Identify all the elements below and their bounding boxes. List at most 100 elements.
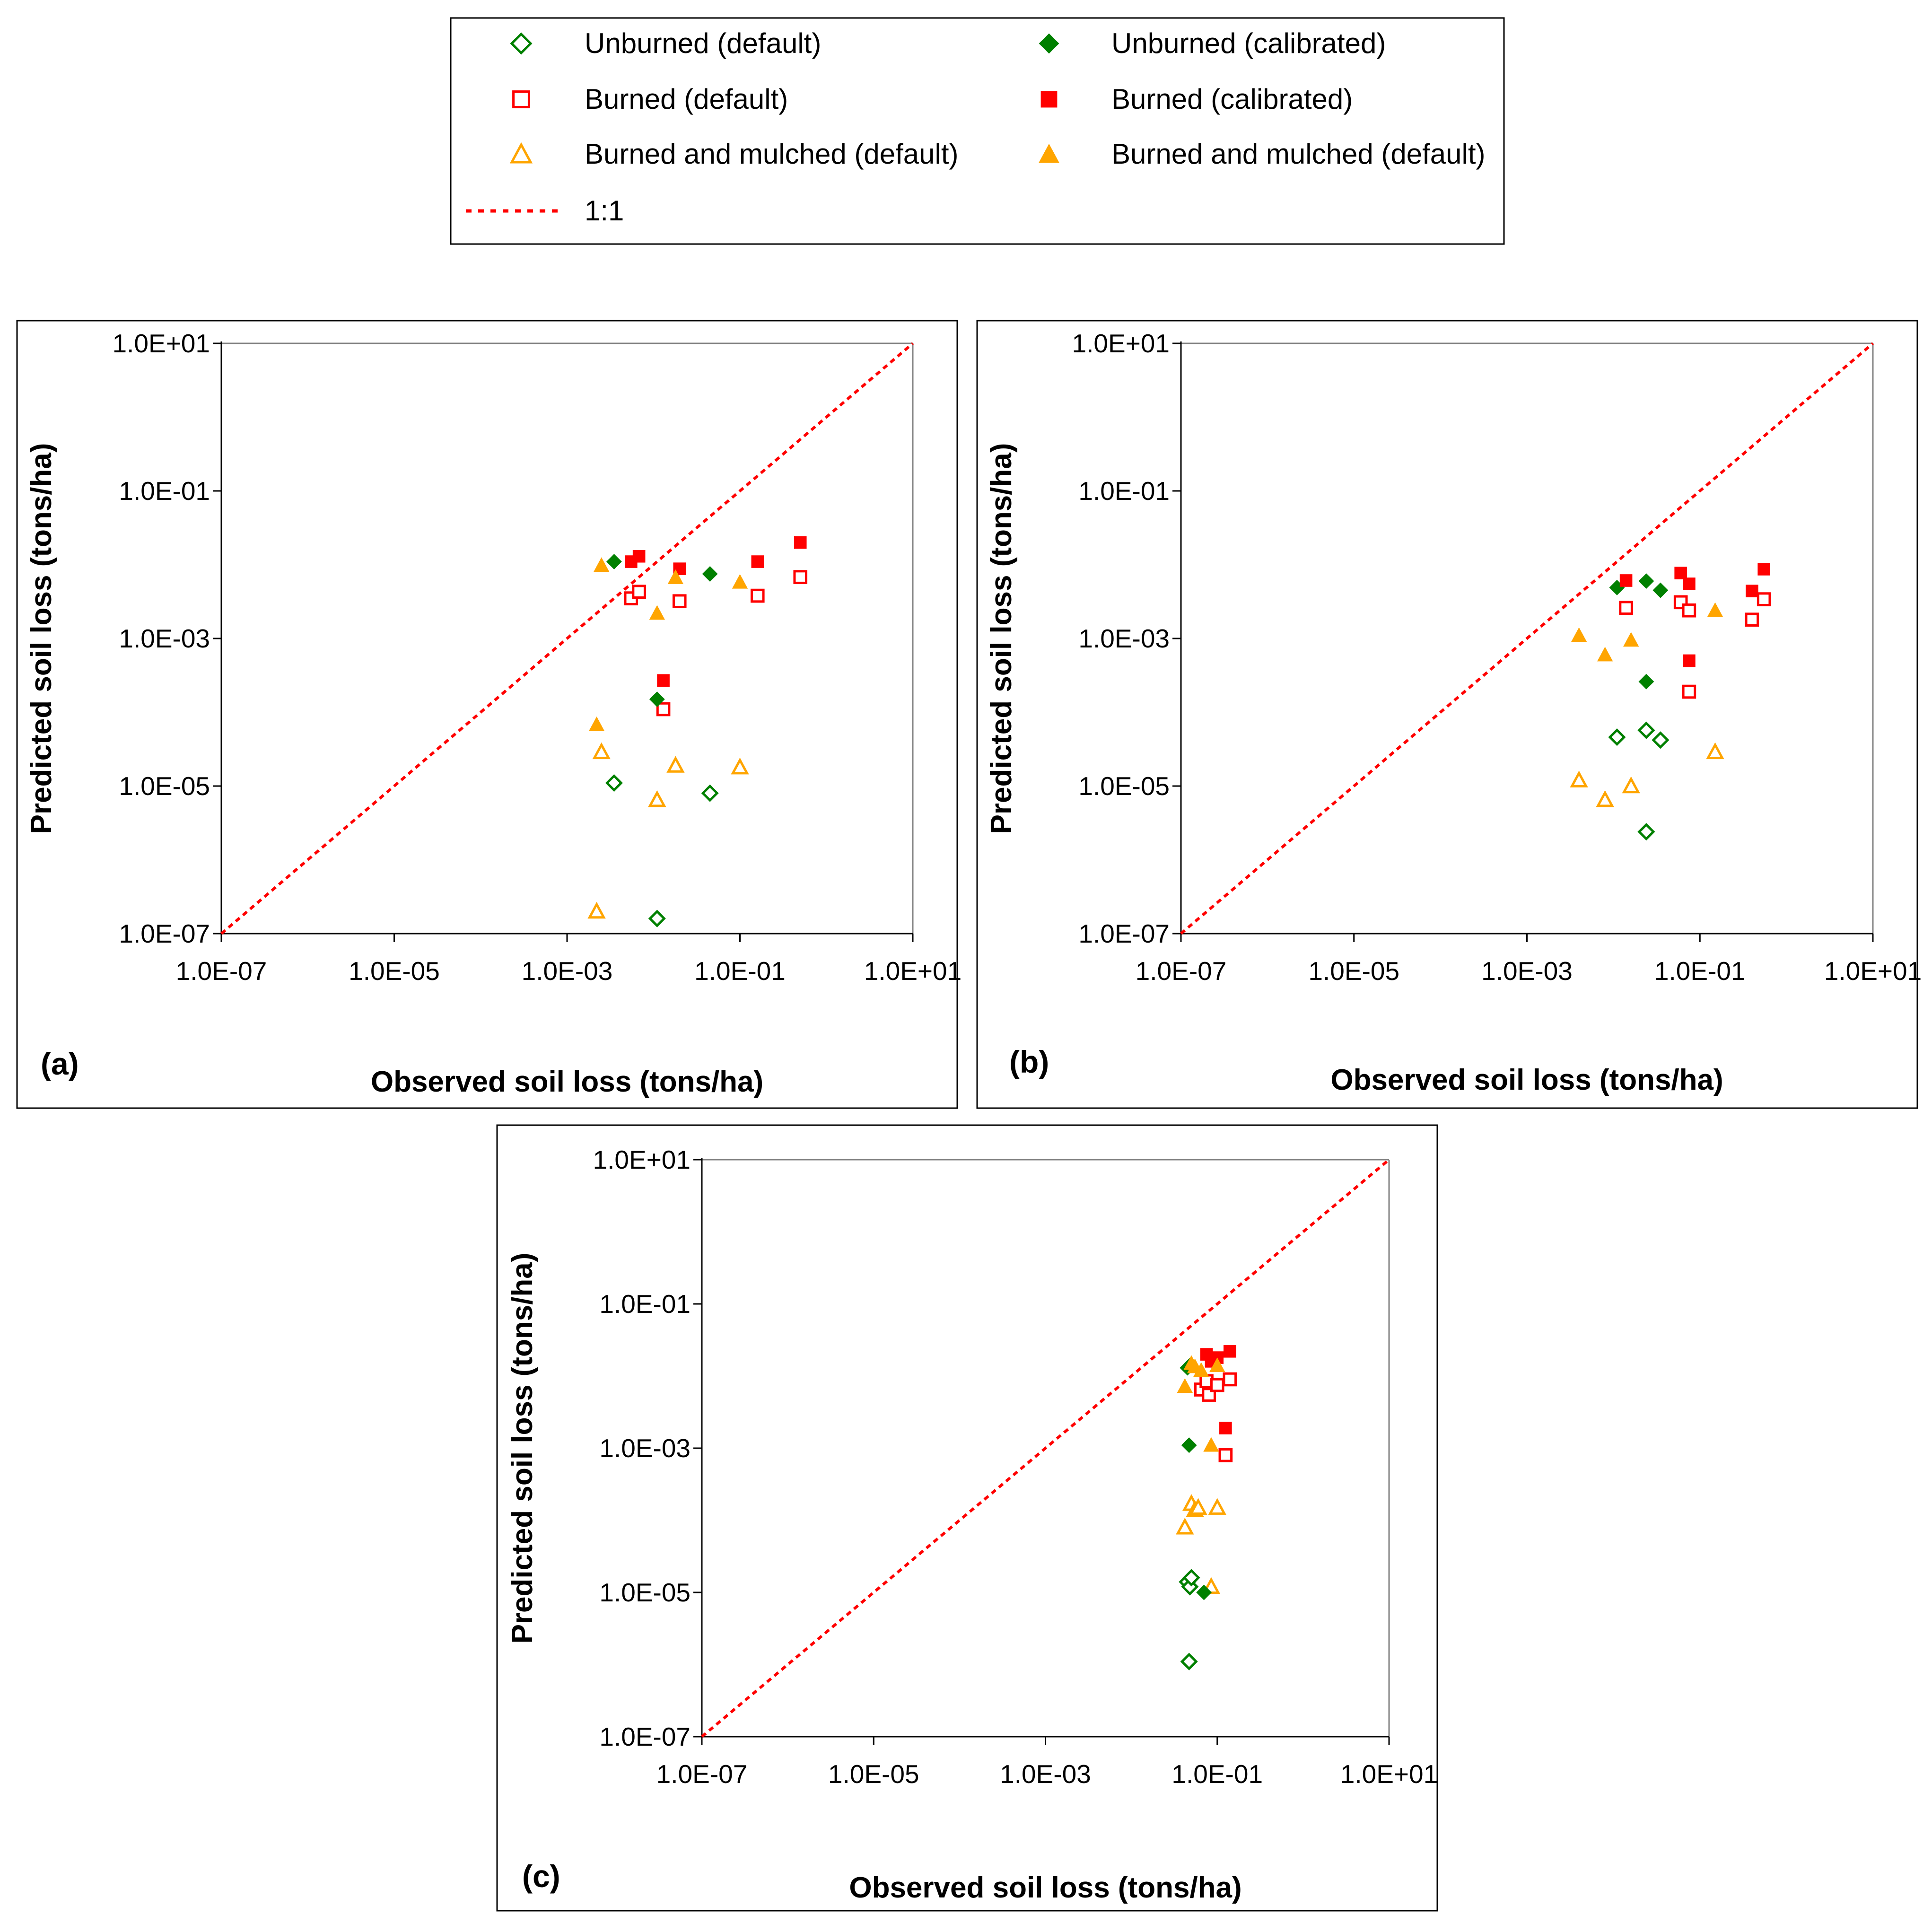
data-point-square-open-2 — [632, 585, 646, 599]
data-point-diamond-filled-1 — [606, 554, 622, 569]
legend-label-5: Burned and mulched (default) — [585, 138, 959, 170]
x-tick-label: 1.0E+01 — [1340, 1759, 1438, 1789]
legend: Unburned (default) Unburned (calibrated) B… — [450, 17, 1505, 245]
y-tick-label: 1.0E-07 — [1078, 919, 1170, 948]
data-point-diamond-filled-3 — [1181, 1437, 1197, 1453]
data-point-triangle-filled-3 — [1623, 632, 1639, 647]
data-point-triangle-open-5 — [731, 757, 749, 775]
x-tick-label: 1.0E-03 — [1000, 1759, 1091, 1789]
data-point-square-open-6 — [656, 702, 671, 717]
data-point-square-open-3 — [1202, 1388, 1216, 1402]
data-point-triangle-open-4 — [1189, 1498, 1207, 1515]
y-tick-label: 1.0E-03 — [119, 624, 210, 653]
y-tick-label: 1.0E-05 — [119, 771, 210, 801]
x-tick-label: 1.0E-07 — [1136, 956, 1227, 986]
data-point-square-filled-2 — [1674, 567, 1687, 580]
chart-panel-b: 1.0E-07 1.0E-05 1.0E-03 1.0E-01 1.0E+01 1.0E-… — [976, 320, 1922, 1109]
data-point-triangle-open-3 — [1622, 776, 1640, 794]
data-point-triangle-open-2 — [592, 742, 611, 760]
y-axis-title: Predicted soil loss (tons/ha) — [506, 1253, 539, 1644]
y-tick-label: 1.0E-03 — [599, 1434, 691, 1463]
x-axis-title: Observed soil loss (tons/ha) — [1330, 1064, 1723, 1096]
x-tick-label: 1.0E-03 — [522, 956, 613, 986]
x-tick-label: 1.0E-07 — [176, 956, 267, 986]
x-tick-label: 1.0E+01 — [1824, 956, 1922, 986]
data-point-triangle-open-1 — [1570, 770, 1588, 787]
data-point-square-open-5 — [1757, 592, 1771, 606]
panel-label-c: (c) — [522, 1859, 560, 1894]
data-point-diamond-open-3 — [648, 909, 666, 927]
y-tick-label: 1.0E-07 — [599, 1722, 691, 1751]
data-point-triangle-filled-5 — [1209, 1357, 1225, 1372]
legend-label-6: Burned and mulched (default) — [1111, 138, 1486, 170]
data-point-square-filled-6 — [1683, 654, 1696, 667]
panel-frame-c — [496, 1124, 1438, 1912]
data-point-square-open-1 — [1619, 601, 1633, 615]
data-point-triangle-filled-5 — [732, 574, 748, 589]
data-point-triangle-filled-4 — [1193, 1362, 1209, 1377]
legend-marker-1 — [510, 32, 533, 55]
x-tick-label: 1.0E+01 — [864, 956, 962, 986]
x-tick-label: 1.0E-01 — [1654, 956, 1746, 986]
x-tick-label: 1.0E-01 — [1171, 1759, 1263, 1789]
one-to-one-line — [701, 1158, 1390, 1738]
data-point-triangle-filled-4 — [667, 569, 684, 584]
data-point-diamond-filled-4 — [1196, 1584, 1212, 1600]
panel-frame-a — [16, 320, 958, 1109]
data-point-square-filled-5 — [1219, 1422, 1232, 1434]
x-axis-title: Observed soil loss (tons/ha) — [849, 1871, 1241, 1904]
y-tick-label: 1.0E+01 — [1072, 329, 1170, 358]
data-point-triangle-open-2 — [1596, 790, 1614, 807]
y-tick-label: 1.0E-05 — [1078, 771, 1170, 801]
data-point-triangle-filled-6 — [1203, 1437, 1219, 1452]
chart-panel-c: 1.0E-07 1.0E-05 1.0E-03 1.0E-01 1.0E+01 1.0E-… — [496, 1124, 1438, 1912]
data-point-diamond-open-3 — [1182, 1569, 1200, 1587]
data-point-diamond-open-4 — [1180, 1652, 1198, 1670]
data-point-triangle-filled-1 — [1571, 627, 1587, 642]
legend-label-1: Unburned (default) — [585, 27, 821, 59]
x-tick-label: 1.0E-03 — [1481, 956, 1573, 986]
data-point-diamond-filled-2 — [702, 566, 718, 582]
legend-marker-6 — [1039, 143, 1059, 163]
x-tick-label: 1.0E-05 — [1308, 956, 1399, 986]
x-axis-title: Observed soil loss (tons/ha) — [371, 1066, 763, 1098]
data-point-square-filled-2 — [632, 550, 646, 563]
data-point-square-filled-3 — [1683, 577, 1696, 590]
data-point-triangle-filled-3 — [649, 605, 665, 620]
legend-items: Unburned (default) Unburned (calibrated) B… — [509, 27, 1486, 170]
x-tick-label: 1.0E-05 — [349, 956, 440, 986]
one-to-one-line — [1180, 342, 1874, 935]
legend-one-to-one-label: 1:1 — [585, 195, 624, 227]
data-point-diamond-open-1 — [605, 774, 623, 792]
data-point-triangle-open-3 — [648, 790, 666, 807]
panel-label-b: (b) — [1009, 1044, 1049, 1079]
data-point-triangle-filled-4 — [1707, 602, 1723, 617]
legend-marker-4 — [1040, 91, 1058, 108]
data-point-square-open-6 — [1682, 684, 1696, 699]
data-point-triangle-open-1 — [1176, 1518, 1194, 1535]
data-point-diamond-filled-3 — [649, 691, 665, 707]
data-point-diamond-open-2 — [1637, 721, 1655, 739]
data-point-square-filled-4 — [751, 555, 764, 568]
y-tick-label: 1.0E+01 — [593, 1145, 691, 1174]
data-point-square-open-4 — [1745, 612, 1759, 627]
legend-label-3: Burned (default) — [585, 83, 788, 115]
data-point-square-filled-4 — [1746, 585, 1758, 597]
data-point-square-open-4 — [1210, 1378, 1224, 1392]
y-tick-label: 1.0E-05 — [599, 1578, 691, 1607]
data-point-square-open-5 — [793, 570, 808, 584]
data-point-triangle-filled-2 — [1597, 647, 1613, 662]
data-point-square-filled-6 — [657, 674, 670, 687]
data-point-square-open-3 — [1682, 603, 1696, 618]
legend-marker-2 — [1039, 33, 1059, 54]
x-tick-label: 1.0E-01 — [694, 956, 786, 986]
data-point-square-open-4 — [751, 588, 765, 603]
data-point-triangle-filled-1 — [1177, 1378, 1193, 1393]
panel-label-a: (a) — [41, 1046, 79, 1081]
data-point-diamond-filled-3 — [1652, 582, 1669, 598]
data-point-square-open-5 — [1223, 1372, 1237, 1387]
data-point-diamond-open-4 — [1637, 823, 1655, 841]
legend-label-4: Burned (calibrated) — [1111, 83, 1353, 115]
data-point-triangle-open-4 — [666, 756, 685, 773]
